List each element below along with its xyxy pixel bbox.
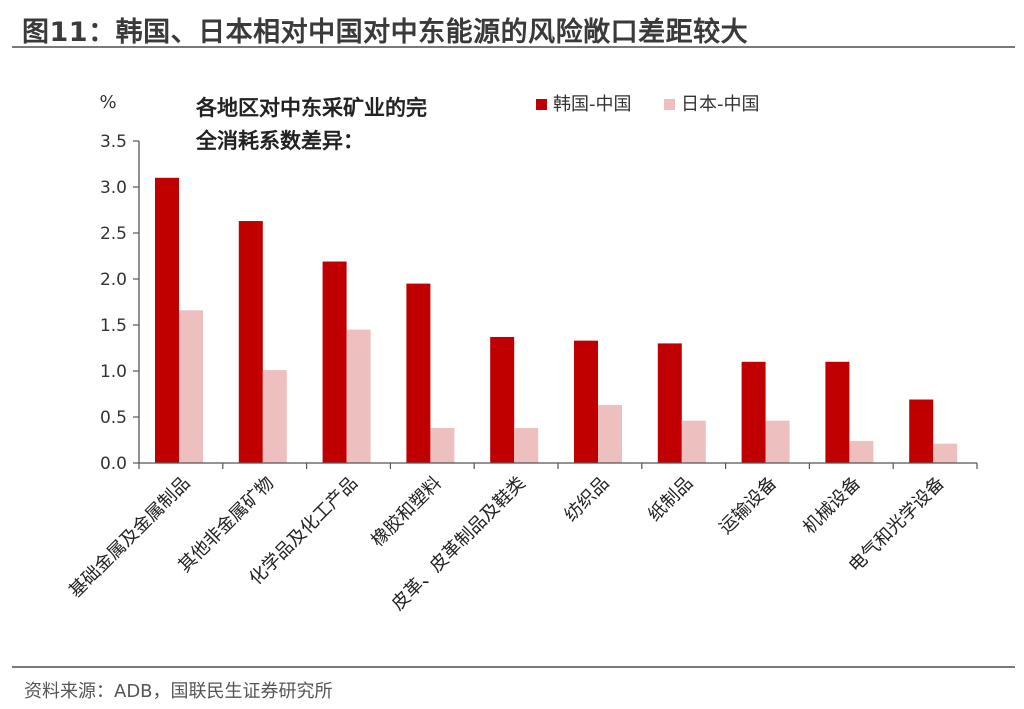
page-title: 图11：韩国、日本相对中国对中东能源的风险敞口差距较大 <box>22 17 749 48</box>
y-tick-label: 0.0 <box>100 454 127 474</box>
footer-divider <box>12 666 1015 668</box>
bar-korea <box>322 261 347 463</box>
chart-bars <box>155 177 958 464</box>
chart-title-line: 全消耗系数差异： <box>195 129 364 153</box>
x-category-label: 基础金属及金属制品 <box>65 473 194 602</box>
bar-korea <box>490 336 515 463</box>
bar-korea <box>825 361 850 463</box>
y-tick-label: 0.5 <box>100 408 127 428</box>
bar-japan <box>849 440 874 463</box>
bar-korea <box>574 340 598 463</box>
bar-japan <box>262 370 287 463</box>
y-tick-label: 3.0 <box>100 178 127 198</box>
bar-korea <box>657 343 682 463</box>
y-tick-label: 1.5 <box>100 316 127 336</box>
legend-label-1: 日本-中国 <box>681 94 760 115</box>
bar-korea <box>909 399 934 463</box>
bar-korea <box>741 361 766 463</box>
y-tick-label: 2.0 <box>100 270 127 290</box>
y-axis: 0.0 0.5 1.0 1.5 2.0 2.5 3.0 3.5% <box>99 92 140 474</box>
bar-korea <box>406 283 431 463</box>
y-axis-unit-label: % <box>99 92 116 113</box>
bar-japan <box>598 405 622 463</box>
legend-swatch-1 <box>664 99 675 110</box>
x-category-label: 纸制品 <box>644 473 697 526</box>
legend-swatch-0 <box>536 99 547 110</box>
bar-korea <box>238 221 263 463</box>
chart-legend: 韩国-中国 日本-中国 <box>536 94 760 115</box>
bar-korea <box>155 177 179 464</box>
x-category-label: 橡胶和塑料 <box>367 473 445 551</box>
bar-japan <box>681 420 706 463</box>
bar-japan <box>933 443 958 463</box>
legend-label-0: 韩国-中国 <box>553 94 632 115</box>
source-note: 资料来源：ADB，国联民生证券研究所 <box>24 681 333 702</box>
title-divider <box>12 46 1015 48</box>
bar-japan <box>346 329 371 463</box>
y-tick-label: 3.5 <box>100 132 127 152</box>
bar-japan <box>765 420 790 463</box>
bar-japan <box>430 428 455 463</box>
x-axis: 基础金属及金属制品其他非金属矿物化学品及化工产品 橡胶和塑料皮革、皮革制品及鞋类纺… <box>65 462 978 615</box>
y-tick-label: 2.5 <box>100 224 127 244</box>
bar-japan <box>179 310 203 463</box>
chart-title-line: 各地区对中东采矿业的完 <box>195 96 427 120</box>
x-category-label: 纺织品 <box>560 473 613 526</box>
x-category-label: 运输设备 <box>715 473 781 539</box>
x-category-label: 机械设备 <box>799 473 865 539</box>
y-tick-label: 1.0 <box>100 362 127 382</box>
bar-japan <box>514 428 539 463</box>
